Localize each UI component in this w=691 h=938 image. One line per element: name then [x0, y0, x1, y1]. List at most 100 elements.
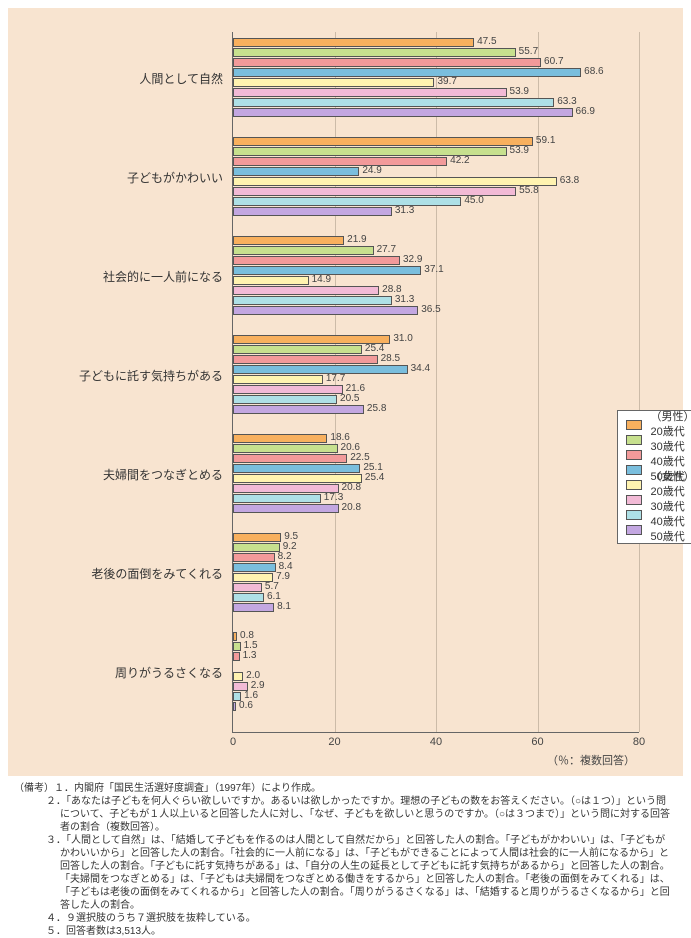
bar-f50	[233, 504, 339, 513]
bar-value-label: 31.0	[393, 334, 412, 344]
bar-value-label: 55.7	[519, 47, 538, 57]
xtick-label: 40	[416, 736, 456, 748]
legend-swatch	[626, 435, 642, 445]
category-label: 夫婦間をつなぎとめる	[17, 466, 223, 483]
xtick-label: 20	[315, 736, 355, 748]
bar-f50	[233, 108, 573, 117]
legend-swatch	[626, 510, 642, 520]
note-line: ２．「あなたは子どもを何人ぐらい欲しいですか。あるいは欲しかったですか。理想の子…	[14, 795, 674, 834]
bar-value-label: 68.6	[584, 67, 603, 77]
legend-swatch	[626, 525, 642, 535]
bar-m20	[233, 236, 344, 245]
category-label: 社会的に一人前になる	[17, 268, 223, 285]
bar-f30	[233, 385, 343, 394]
page-root: 020406080（％：複数回答）47.555.760.768.639.753.…	[0, 0, 691, 922]
note-line: （備考）１．内閣府「国民生活選好度調査」（1997年）により作成。	[14, 782, 674, 795]
bar-value-label: 8.1	[277, 602, 291, 612]
category-label: 子どもに託す気持ちがある	[17, 367, 223, 384]
legend-swatch	[626, 465, 642, 475]
bar-value-label: 1.3	[243, 651, 257, 661]
bar-m40	[233, 454, 347, 463]
legend-label: 50歳代	[650, 515, 691, 545]
bar-f20	[233, 78, 434, 87]
bar-m30	[233, 345, 362, 354]
bar-value-label: 0.6	[239, 701, 253, 711]
bar-f40	[233, 197, 461, 206]
note-line: ５．回答者数は3,513人。	[14, 925, 674, 938]
bar-value-label: 53.9	[510, 146, 529, 156]
bar-f50	[233, 405, 364, 414]
bar-value-label: 53.9	[510, 87, 529, 97]
bar-m50	[233, 167, 359, 176]
bar-value-label: 63.3	[557, 97, 576, 107]
bar-value-label: 55.8	[519, 186, 538, 196]
bar-value-label: 20.8	[342, 483, 361, 493]
bar-value-label: 39.7	[437, 77, 456, 87]
bar-value-label: 20.8	[342, 503, 361, 513]
bar-f30	[233, 88, 507, 97]
bar-value-label: 66.9	[576, 107, 595, 117]
bar-m30	[233, 543, 280, 552]
bar-value-label: 14.9	[312, 275, 331, 285]
bar-f30	[233, 484, 339, 493]
bar-value-label: 45.0	[464, 196, 483, 206]
bar-f50	[233, 702, 236, 711]
bar-value-label: 27.7	[377, 245, 396, 255]
bar-value-label: 17.7	[326, 374, 345, 384]
bar-m30	[233, 444, 338, 453]
category-label: 子どもがかわいい	[17, 169, 223, 186]
bar-m50	[233, 68, 581, 77]
bar-value-label: 34.4	[411, 364, 430, 374]
legend-swatch	[626, 450, 642, 460]
bar-value-label: 42.2	[450, 156, 469, 166]
bar-value-label: 59.1	[536, 136, 555, 146]
bar-m40	[233, 256, 400, 265]
bar-value-label: 28.5	[381, 354, 400, 364]
bar-m20	[233, 137, 533, 146]
bar-m40	[233, 553, 275, 562]
legend-swatch	[626, 480, 642, 490]
bar-m40	[233, 157, 447, 166]
bar-f40	[233, 296, 392, 305]
bar-value-label: 25.8	[367, 404, 386, 414]
xtick-label: 0	[213, 736, 253, 748]
bar-value-label: 60.7	[544, 57, 563, 67]
bar-m30	[233, 246, 374, 255]
bar-f20	[233, 375, 323, 384]
bar-m20	[233, 38, 474, 47]
bar-value-label: 25.4	[365, 473, 384, 483]
bar-f50	[233, 207, 392, 216]
bar-f30	[233, 583, 262, 592]
bar-f40	[233, 593, 264, 602]
legend-box: （男性）20歳代 30歳代 40歳代 50歳代（女性）20歳代 30歳代 40歳…	[617, 410, 691, 544]
bar-value-label: 31.3	[395, 206, 414, 216]
bar-value-label: 24.9	[362, 166, 381, 176]
bar-m30	[233, 48, 516, 57]
bar-value-label: 20.5	[340, 394, 359, 404]
note-line: ４．９選択肢のうち７選択肢を抜粋している。	[14, 912, 674, 925]
plot-area: 020406080（％：複数回答）47.555.760.768.639.753.…	[232, 32, 639, 733]
bar-m50	[233, 563, 276, 572]
bar-value-label: 32.9	[403, 255, 422, 265]
category-label: 人間として自然	[17, 70, 223, 87]
bar-value-label: 47.5	[477, 37, 496, 47]
bar-m50	[233, 365, 408, 374]
bar-f40	[233, 98, 554, 107]
xtick-label: 60	[518, 736, 558, 748]
bar-value-label: 37.1	[424, 265, 443, 275]
bar-value-label: 63.8	[560, 176, 579, 186]
gridline	[639, 32, 640, 732]
legend-item-f50: 50歳代	[626, 522, 691, 537]
bar-value-label: 17.3	[324, 493, 343, 503]
bar-f20	[233, 177, 557, 186]
bar-m40	[233, 652, 240, 661]
bar-value-label: 36.5	[421, 305, 440, 315]
bar-m20	[233, 533, 281, 542]
notes-block: （備考）１．内閣府「国民生活選好度調査」（1997年）により作成。２．「あなたは…	[14, 782, 674, 938]
legend-swatch	[626, 420, 642, 430]
category-label: 老後の面倒をみてくれる	[17, 565, 223, 582]
bar-f40	[233, 494, 321, 503]
note-line: ３．「人間として自然」は、「結婚して子どもを作るのは人間として自然だから」と回答…	[14, 834, 674, 912]
bar-f20	[233, 672, 243, 681]
category-label: 周りがうるさくなる	[17, 664, 223, 681]
